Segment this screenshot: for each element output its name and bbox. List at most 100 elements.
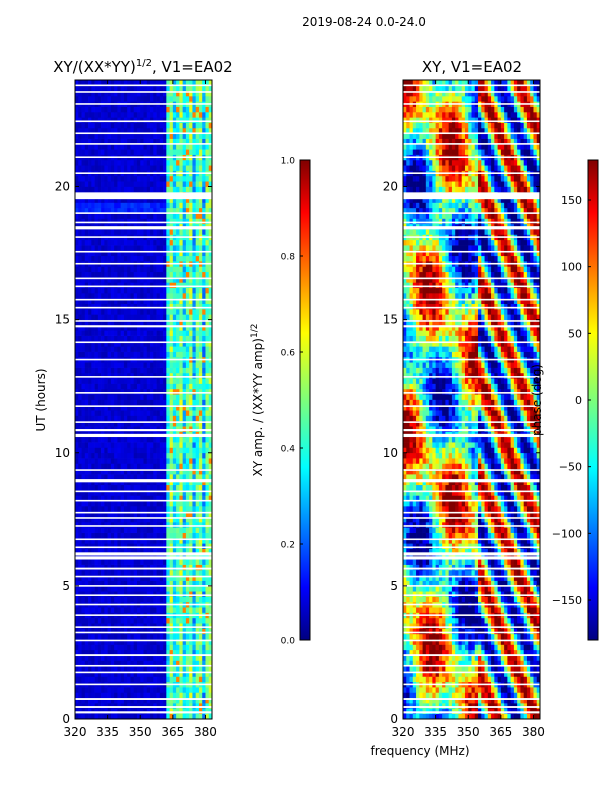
- amp-cell: [179, 324, 183, 331]
- amp-cell: [182, 665, 187, 672]
- amp-cell: [156, 468, 161, 475]
- amp-cell: [179, 181, 183, 187]
- amp-cell: [133, 245, 138, 251]
- amp-cell: [117, 122, 122, 129]
- amp-cell: [123, 527, 128, 533]
- amp-cell: [172, 569, 177, 576]
- amp-cell: [208, 133, 213, 139]
- amp-cell: [176, 591, 180, 597]
- amp-cell: [117, 287, 122, 294]
- amp-cell: [88, 319, 92, 326]
- amp-cell: [88, 245, 92, 251]
- amp-cell: [117, 410, 122, 416]
- amp-cell: [114, 308, 118, 315]
- amp-cell: [75, 85, 79, 91]
- amp-cell: [114, 521, 118, 528]
- amp-cell: [159, 442, 164, 448]
- amp-cell: [198, 85, 203, 91]
- amp-cell: [114, 644, 118, 651]
- amp-cell: [114, 671, 118, 677]
- amp-cell: [208, 516, 213, 523]
- amp-cell: [107, 138, 112, 145]
- amp-cell: [189, 569, 193, 576]
- amp-cell: [172, 314, 177, 320]
- amp-cell: [159, 351, 164, 358]
- amp-cell: [208, 149, 213, 155]
- amp-cell: [130, 633, 135, 640]
- amp-cell: [88, 660, 92, 667]
- amp-cell: [81, 452, 86, 459]
- amp-cell: [195, 282, 200, 289]
- amp-cell: [208, 165, 213, 171]
- amp-cell: [107, 649, 112, 656]
- amp-cell: [117, 617, 122, 624]
- amp-cell: [136, 692, 141, 699]
- amp-cell: [91, 143, 95, 150]
- amp-cell: [107, 655, 112, 661]
- amp-cell: [176, 495, 180, 502]
- amp-cell: [127, 133, 131, 139]
- amp-cell: [189, 319, 193, 326]
- amp-cell: [94, 420, 99, 427]
- amp-cell: [78, 293, 82, 299]
- amp-cell: [195, 404, 200, 411]
- amp-cell: [127, 229, 131, 235]
- amp-cell: [94, 660, 99, 667]
- amp-cell: [120, 197, 125, 203]
- amp-cell: [110, 527, 115, 533]
- amp-cell: [153, 308, 157, 315]
- amp-cell: [176, 383, 180, 390]
- amp-cell: [163, 500, 167, 507]
- amp-cell: [101, 452, 105, 459]
- amp-cell: [153, 404, 157, 411]
- amp-cell: [133, 442, 138, 448]
- amp-cell: [84, 442, 89, 448]
- amp-cell: [198, 319, 203, 326]
- amp-cell: [81, 447, 86, 454]
- amp-cell: [192, 239, 197, 246]
- amp-cell: [146, 340, 151, 347]
- amp-cell: [153, 245, 157, 251]
- amp-cell: [114, 90, 118, 97]
- amp-cell: [81, 255, 86, 262]
- amp-cell: [97, 394, 102, 400]
- amp-cell: [110, 575, 115, 581]
- amp-cell: [104, 127, 108, 134]
- amp-cell: [189, 399, 193, 406]
- amp-cell: [166, 649, 170, 656]
- amp-cell: [150, 202, 154, 209]
- amp-cell: [81, 207, 86, 214]
- amp-cell: [189, 287, 193, 294]
- amp-cell: [75, 250, 79, 257]
- amp-cell: [202, 330, 206, 336]
- amp-cell: [166, 378, 170, 384]
- amp-cell: [94, 458, 99, 464]
- amp-cell: [120, 458, 125, 464]
- amp-cell: [101, 149, 105, 155]
- amp-cell: [179, 575, 183, 581]
- amp-cell: [140, 633, 144, 640]
- amp-cell: [198, 442, 203, 448]
- amp-cell: [179, 330, 183, 336]
- amp-cell: [208, 490, 213, 496]
- amp-cell: [163, 537, 167, 544]
- amp-cell: [91, 415, 95, 422]
- amp-cell: [150, 404, 154, 411]
- amp-cell: [84, 564, 89, 571]
- amp-cell: [123, 511, 128, 517]
- amp-cell: [166, 660, 170, 667]
- amp-cell: [123, 426, 128, 432]
- amp-cell: [94, 404, 99, 411]
- amp-cell: [133, 585, 138, 592]
- amp-cell: [189, 591, 193, 597]
- amp-cell: [185, 245, 190, 251]
- amp-cell: [136, 623, 141, 629]
- amp-cell: [179, 287, 183, 294]
- amp-cell: [136, 127, 141, 134]
- amp-cell: [123, 383, 128, 390]
- amp-cell: [78, 127, 82, 134]
- amp-cell: [208, 138, 213, 145]
- amp-cell: [75, 532, 79, 539]
- amp-cell: [208, 463, 213, 470]
- amp-cell: [159, 623, 164, 629]
